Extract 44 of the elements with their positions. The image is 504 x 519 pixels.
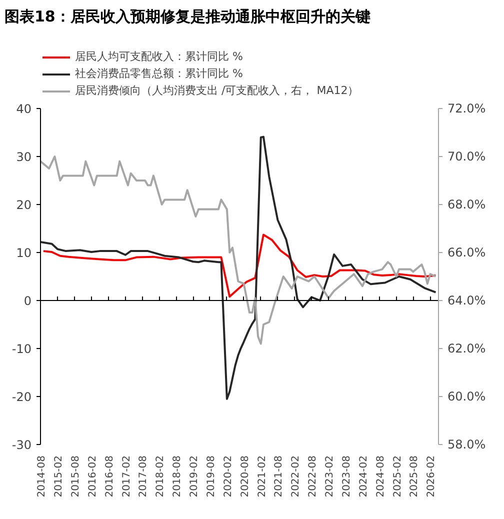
- legend-label: 居民人均可支配收入：累计同比 %: [75, 49, 243, 64]
- x-tick-label: 2015-08: [70, 455, 82, 498]
- y2-tick-label: 62.0%: [448, 342, 486, 356]
- y2-tick-label: 70.0%: [448, 150, 486, 164]
- y-tick-label: 0: [24, 294, 32, 308]
- y-tick-label: -20: [12, 390, 32, 404]
- x-tick-label: 2019-02: [189, 455, 200, 498]
- y-tick-label: -30: [12, 438, 32, 452]
- x-tick-label: 2022-02: [290, 455, 302, 498]
- x-tick-label: 2021-02: [256, 455, 268, 498]
- x-tick-label: 2024-08: [375, 455, 386, 498]
- x-tick-label: 2020-08: [240, 455, 251, 498]
- y2-tick-label: 64.0%: [448, 294, 486, 308]
- y2-tick-label: 58.0%: [448, 438, 486, 452]
- x-tick-label: 2020-02: [222, 455, 234, 498]
- y2-tick-label: 66.0%: [448, 246, 486, 260]
- y-tick-label: 40: [16, 102, 32, 116]
- x-tick-label: 2026-02: [426, 455, 438, 498]
- x-tick-label: 2019-08: [206, 455, 217, 498]
- chart-title: 图表18：居民收入预期修复是推动通胀中枢回升的关键: [4, 8, 370, 26]
- x-tick-label: 2023-02: [324, 455, 336, 498]
- y2-tick-label: 60.0%: [448, 390, 486, 404]
- y-tick-label: 20: [16, 198, 32, 212]
- x-tick-label: 2021-08: [274, 455, 285, 498]
- y-tick-label: -10: [12, 342, 32, 356]
- legend-label: 社会消费品零售总额：累计同比 %: [75, 66, 243, 81]
- x-tick-label: 2017-02: [121, 455, 132, 498]
- x-tick-label: 2016-02: [87, 455, 98, 498]
- y2-tick-label: 72.0%: [448, 102, 486, 116]
- x-tick-label: 2018-02: [155, 455, 166, 498]
- x-tick-label: 2022-08: [308, 455, 319, 498]
- x-tick-label: 2025-02: [392, 455, 404, 498]
- x-tick-label: 2017-08: [138, 455, 150, 498]
- y2-tick-label: 68.0%: [448, 198, 486, 212]
- x-tick-label: 2015-02: [54, 455, 65, 498]
- x-tick-label: 2023-08: [341, 455, 352, 498]
- y-tick-label: 30: [16, 150, 32, 164]
- x-tick-label: 2024-02: [358, 455, 370, 498]
- x-tick-label: 2016-08: [104, 455, 116, 498]
- x-tick-label: 2014-08: [36, 455, 48, 498]
- x-tick-label: 2025-08: [409, 455, 420, 498]
- x-tick-label: 2018-08: [172, 455, 184, 498]
- y-tick-label: 10: [16, 246, 32, 260]
- legend-label: 居民消费倾向（人均消费支出 /可支配收入，右， MA12）: [75, 83, 359, 98]
